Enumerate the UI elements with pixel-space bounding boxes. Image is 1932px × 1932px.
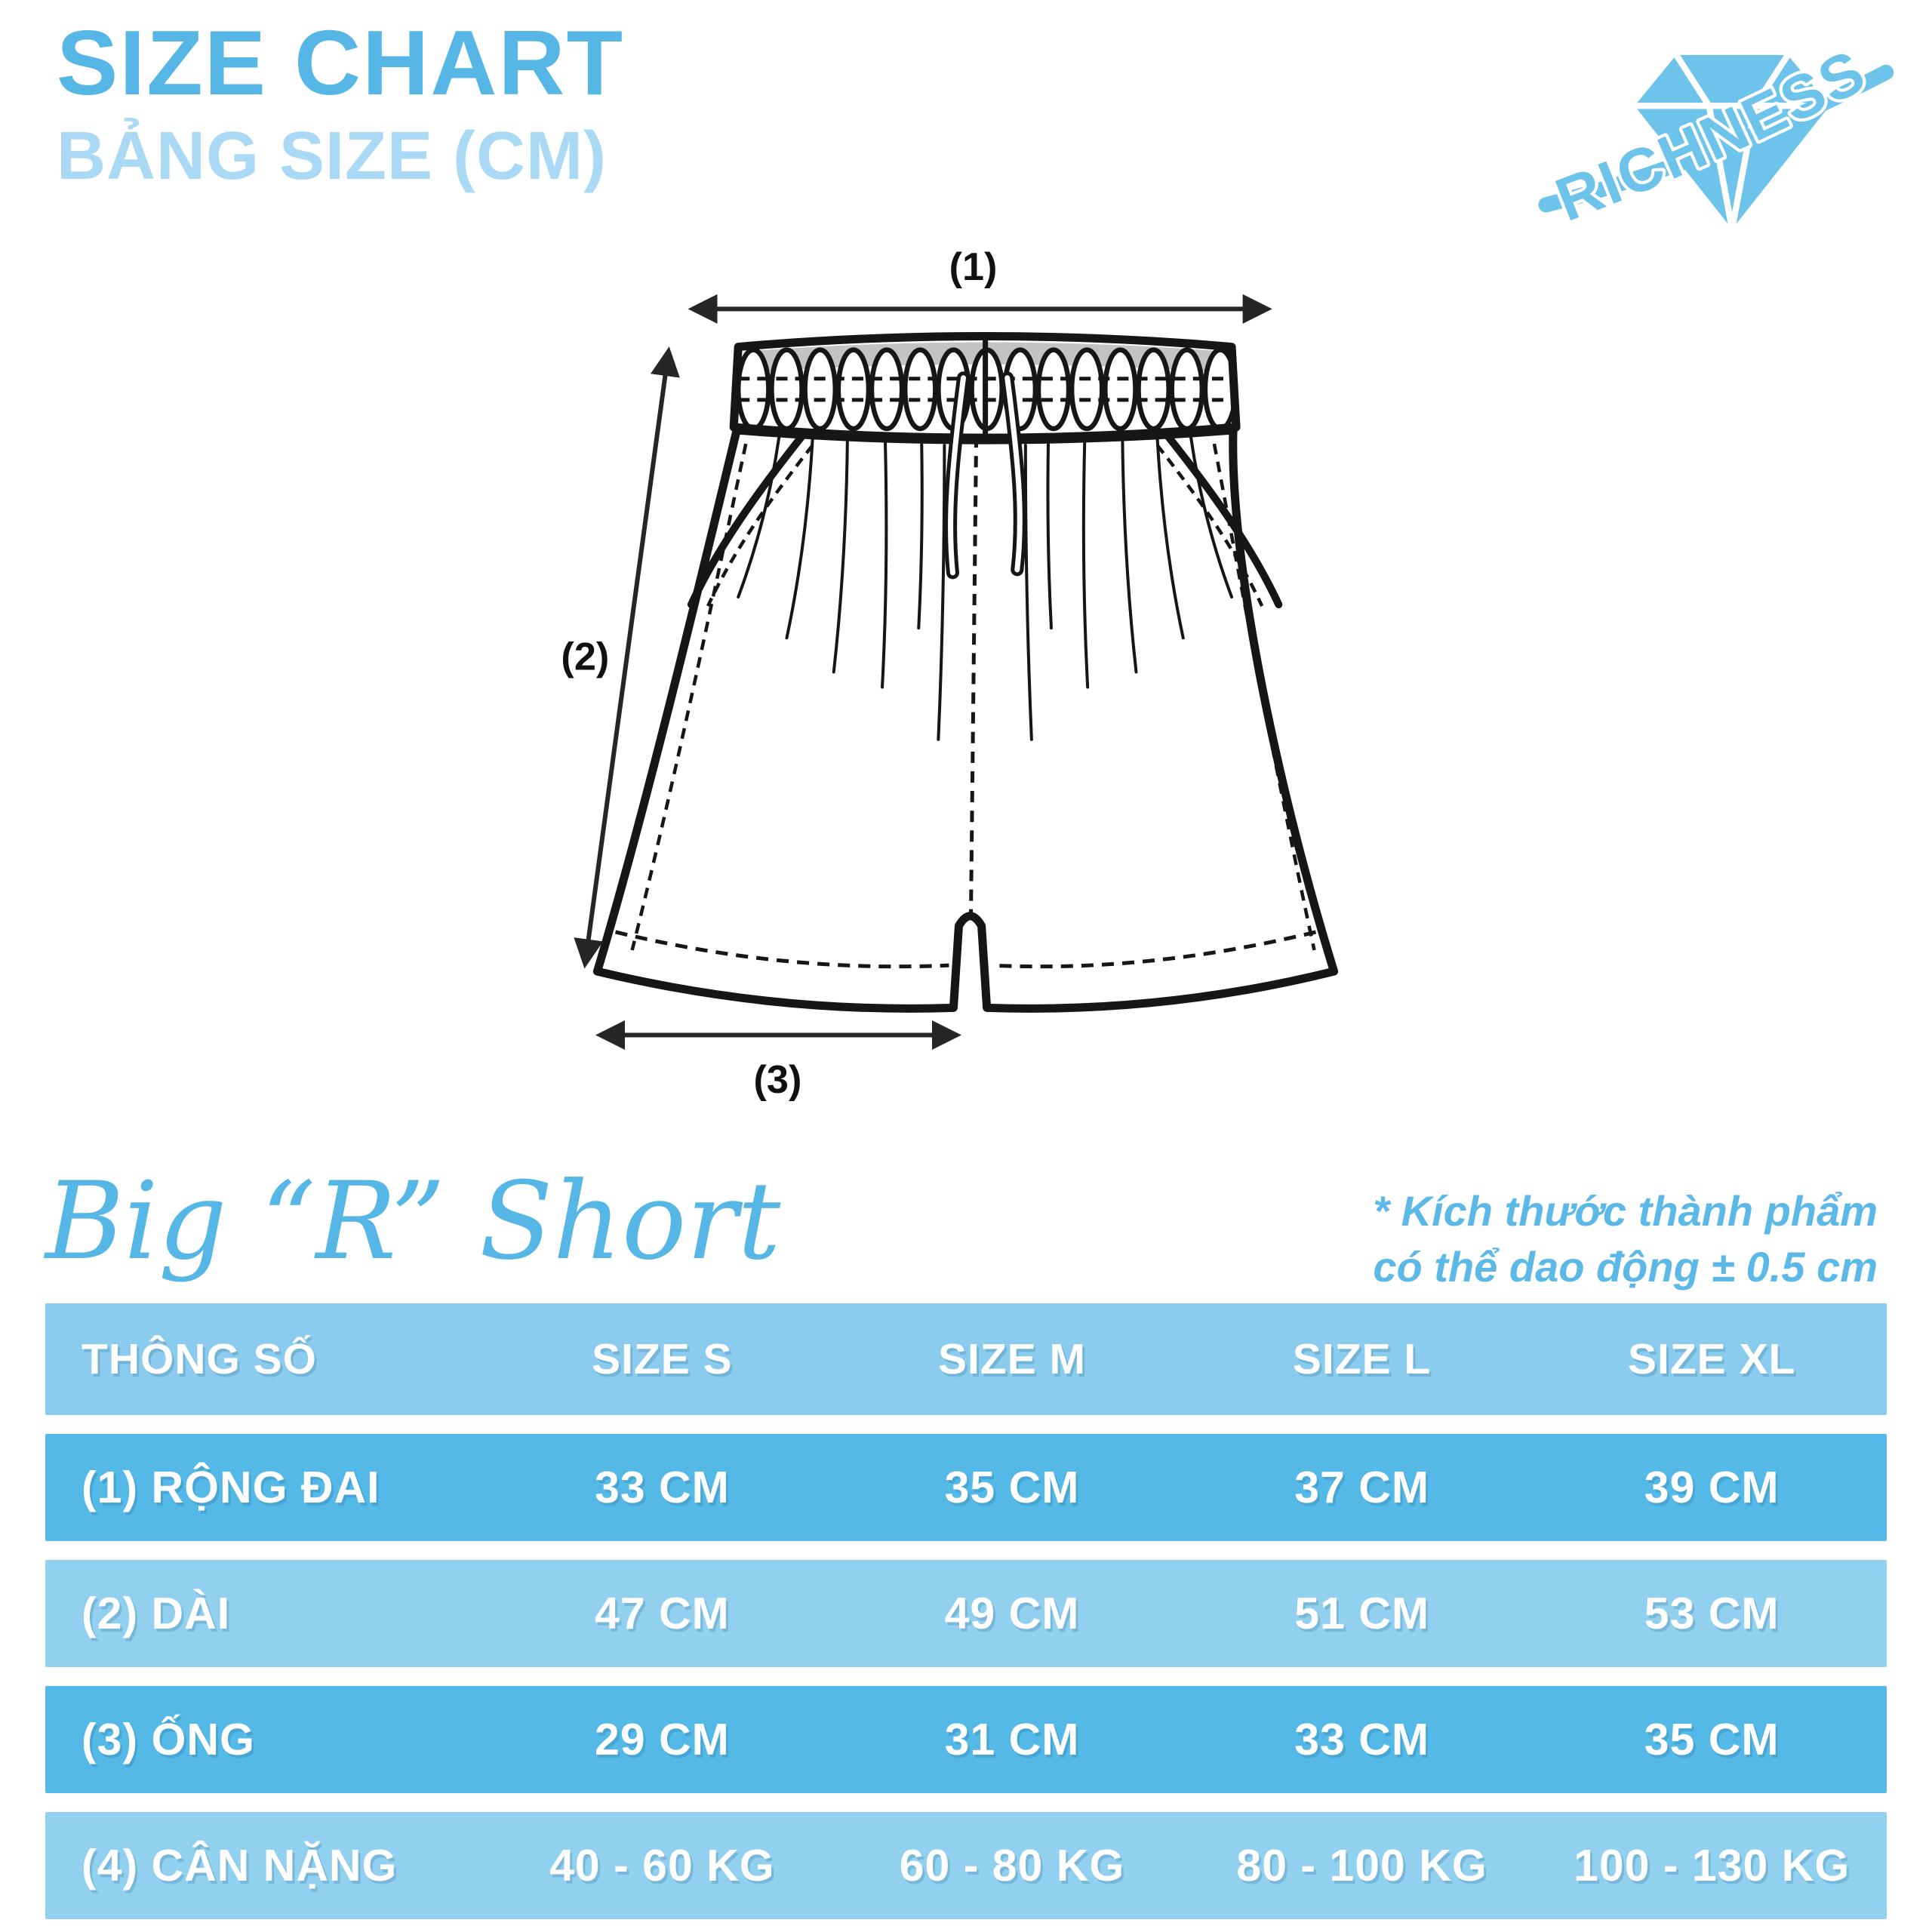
cell-value: 31 CM [944,1715,1080,1764]
center-fly-stitch [969,436,979,912]
tolerance-note-line1: * Kích thước thành phẩm [1373,1187,1878,1235]
fabric-wrinkle-lines [737,435,1234,741]
cell-value: 49 CM [944,1589,1080,1638]
cell-value: 51 CM [1294,1589,1429,1638]
cell-value: 39 CM [1644,1463,1780,1512]
cell-value: 33 CM [1294,1715,1429,1764]
row-label: (1) RỘNG ĐAI [82,1463,380,1512]
measure-label-3: (3) [754,1058,802,1102]
cell-value: 47 CM [595,1589,730,1638]
cell-value: 40 - 60 KG [549,1841,775,1890]
column-header-size-xl: SIZE XL [1627,1335,1796,1383]
waistband [729,331,1241,442]
column-header-size-l: SIZE L [1292,1335,1432,1383]
product-name: Big “R” Short [45,1159,781,1284]
cell-value: 53 CM [1644,1589,1780,1638]
table-header-row: THÔNG SỐ SIZE S SIZE M SIZE L SIZE XL [45,1303,1887,1415]
cell-value: 37 CM [1294,1463,1429,1512]
table-row-leg-opening: (3) ỐNG 29 CM 31 CM 33 CM 35 CM [45,1686,1887,1793]
measure-label-2: (2) [561,635,609,678]
cell-value: 29 CM [595,1715,730,1764]
drawstring [943,371,1026,580]
cell-value: 33 CM [595,1463,730,1512]
cell-value: 35 CM [1644,1715,1780,1764]
logo-swoosh [1538,64,1894,213]
tolerance-note: * Kích thước thành phẩm có thể dao động … [1373,1183,1878,1295]
pocket-openings [687,432,1283,609]
row-label: (4) CÂN NẶNG [82,1841,398,1890]
page-subtitle: BẢNG SIZE (CM) [57,118,607,194]
row-label: (3) ỐNG [82,1715,255,1764]
row-label: (2) DÀI [82,1589,231,1638]
table-row-length: (2) DÀI 47 CM 49 CM 51 CM 53 CM [45,1560,1887,1667]
page-title: SIZE CHART [57,11,624,114]
column-header-thong-so: THÔNG SỐ [82,1335,318,1383]
cell-value: 80 - 100 KG [1236,1841,1487,1890]
tolerance-note-line2: có thể dao động ± 0.5 cm [1373,1242,1878,1291]
column-header-size-s: SIZE S [592,1335,733,1383]
measure-label-1: (1) [949,245,998,289]
column-header-size-m: SIZE M [937,1335,1086,1383]
cell-value: 35 CM [944,1463,1080,1512]
cell-value: 100 - 130 KG [1574,1841,1850,1890]
measure-arrows [574,294,1272,1051]
table-row-weight: (4) CÂN NẶNG 40 - 60 KG 60 - 80 KG 80 - … [45,1812,1887,1919]
pocket-stitch-lines [706,444,1264,607]
brand-logo: RICHNESS [1538,33,1894,238]
shorts-diagram: (1) (2) (3) [561,245,1339,1102]
length-arrow [574,346,680,969]
table-row-waist: (1) RỘNG ĐAI 33 CM 35 CM 37 CM 39 CM [45,1434,1887,1541]
cell-value: 60 - 80 KG [899,1841,1125,1890]
size-table: THÔNG SỐ SIZE S SIZE M SIZE L SIZE XL (1… [45,1303,1887,1919]
